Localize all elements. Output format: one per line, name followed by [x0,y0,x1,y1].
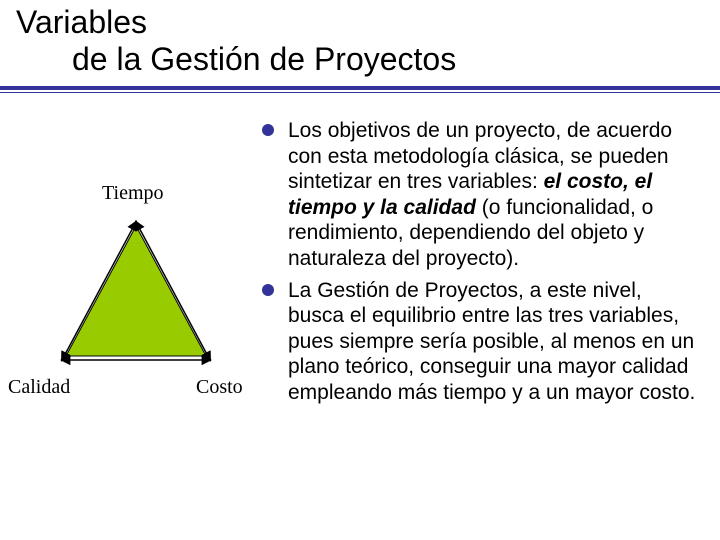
title-underline-thick [0,86,720,90]
triangle-shape [66,226,206,356]
bullet-dot-icon [262,284,274,296]
triangle-label-bottom-right: Costo [196,376,243,399]
bullet-item-2: La Gestión de Proyectos, a este nivel, b… [262,278,700,406]
body-text: Los objetivos de un proyecto, de acuerdo… [262,118,700,412]
bullet-item-1: Los objetivos de un proyecto, de acuerdo… [262,118,700,272]
bullet-list: Los objetivos de un proyecto, de acuerdo… [262,118,700,406]
triangle-diagram: Tiempo Calidad Costo [8,160,258,460]
bullet-dot-icon [262,124,274,136]
title-line-2: de la Gestión de Proyectos [16,41,704,78]
triangle-label-top: Tiempo [102,182,164,205]
slide: Variables de la Gestión de Proyectos Tie… [0,0,720,540]
title-line-1: Variables [16,4,147,40]
slide-title: Variables de la Gestión de Proyectos [16,4,704,80]
bullet2-text: La Gestión de Proyectos, a este nivel, b… [288,279,695,404]
project-triangle [56,216,216,366]
triangle-label-bottom-left: Calidad [8,376,70,399]
title-block: Variables de la Gestión de Proyectos [16,4,704,80]
title-underline-thin [0,92,720,93]
